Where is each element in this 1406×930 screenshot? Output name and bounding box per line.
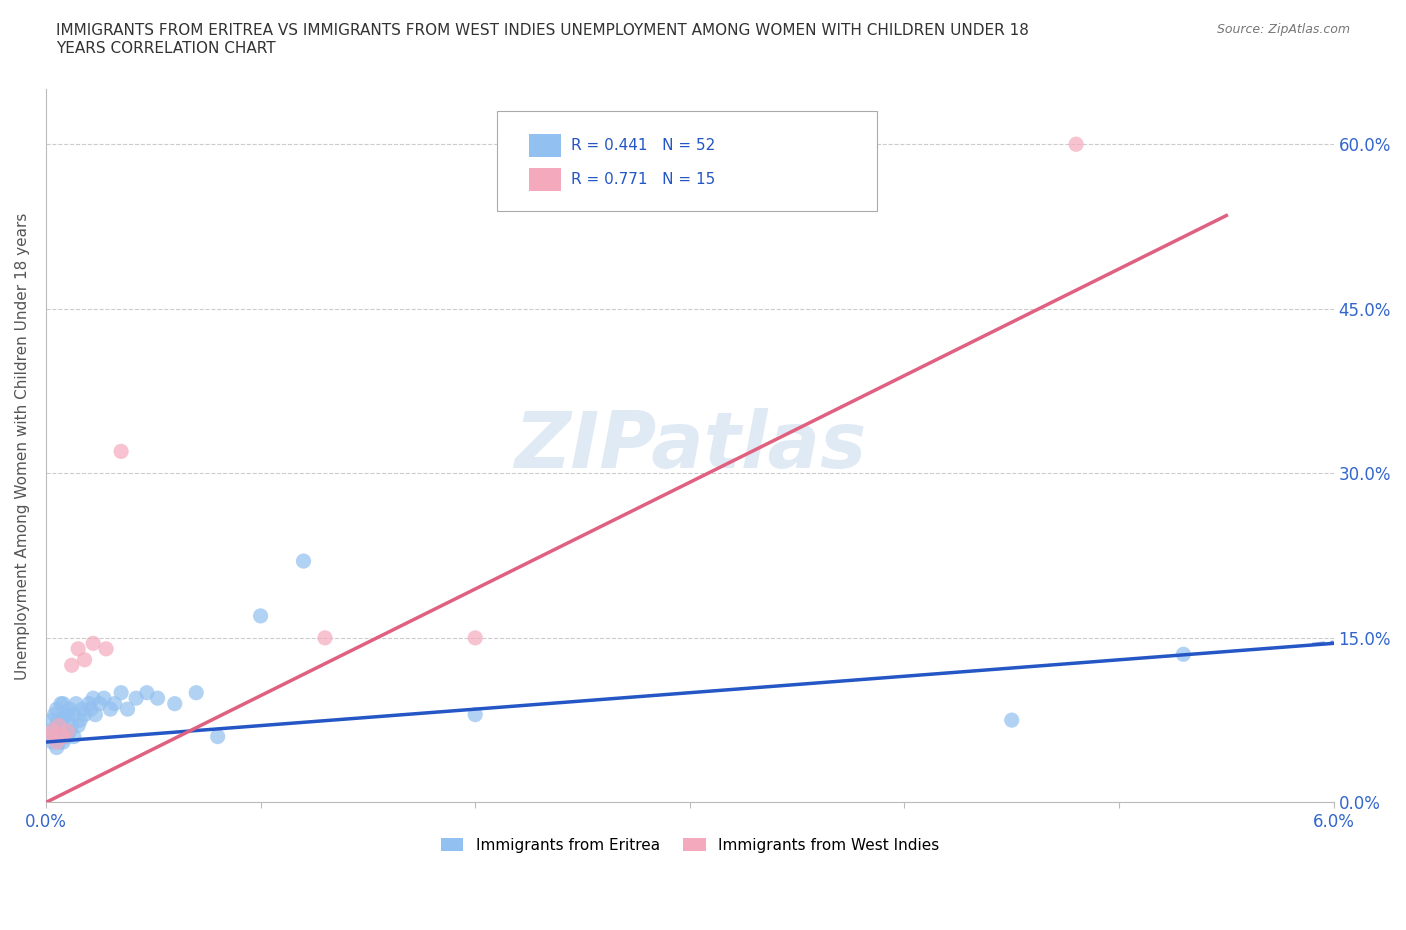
- Text: IMMIGRANTS FROM ERITREA VS IMMIGRANTS FROM WEST INDIES UNEMPLOYMENT AMONG WOMEN : IMMIGRANTS FROM ERITREA VS IMMIGRANTS FR…: [56, 23, 1029, 56]
- Point: [56, 729, 79, 744]
- Text: R = 0.771   N = 15: R = 0.771 N = 15: [571, 172, 716, 187]
- Point: [52, 697, 75, 711]
- Point: [41, 712, 63, 727]
- Point: [89, 697, 111, 711]
- Text: Source: ZipAtlas.com: Source: ZipAtlas.com: [1216, 23, 1350, 36]
- Point: [117, 702, 139, 717]
- Point: [53, 724, 76, 738]
- Point: [58, 702, 80, 717]
- Text: ZIPatlas: ZIPatlas: [513, 408, 866, 484]
- Point: [146, 691, 169, 706]
- FancyBboxPatch shape: [529, 134, 561, 157]
- Point: [67, 718, 90, 733]
- Point: [125, 691, 148, 706]
- Point: [135, 685, 157, 700]
- Point: [72, 702, 94, 717]
- Point: [48, 735, 70, 750]
- Point: [45, 735, 67, 750]
- Point: [94, 642, 117, 657]
- Point: [110, 685, 132, 700]
- Point: [314, 631, 336, 645]
- Point: [37, 729, 59, 744]
- Point: [58, 724, 80, 738]
- Point: [45, 740, 67, 755]
- Point: [104, 697, 127, 711]
- Point: [1173, 647, 1195, 662]
- Point: [48, 712, 70, 727]
- Point: [52, 735, 75, 750]
- Point: [48, 718, 70, 733]
- Point: [39, 729, 62, 744]
- Point: [52, 729, 75, 744]
- Point: [82, 691, 104, 706]
- Point: [464, 631, 486, 645]
- Point: [39, 724, 62, 738]
- Point: [49, 729, 72, 744]
- Point: [249, 608, 271, 623]
- Point: [45, 702, 67, 717]
- Point: [84, 707, 107, 722]
- Point: [77, 697, 100, 711]
- Point: [44, 729, 66, 744]
- Point: [41, 724, 63, 738]
- Point: [52, 712, 75, 727]
- Point: [49, 718, 72, 733]
- Point: [63, 729, 86, 744]
- Point: [69, 712, 91, 727]
- Legend: Immigrants from Eritrea, Immigrants from West Indies: Immigrants from Eritrea, Immigrants from…: [434, 831, 945, 859]
- Point: [56, 707, 79, 722]
- Point: [98, 702, 121, 717]
- Y-axis label: Unemployment Among Women with Children Under 18 years: Unemployment Among Women with Children U…: [15, 212, 30, 680]
- Point: [163, 697, 186, 711]
- Point: [49, 697, 72, 711]
- Point: [45, 718, 67, 733]
- FancyBboxPatch shape: [496, 111, 876, 210]
- Point: [65, 697, 87, 711]
- Point: [186, 685, 208, 700]
- FancyBboxPatch shape: [529, 167, 561, 191]
- Point: [1064, 137, 1087, 152]
- Point: [82, 636, 104, 651]
- Text: R = 0.441   N = 52: R = 0.441 N = 52: [571, 139, 716, 153]
- Point: [67, 642, 90, 657]
- Point: [1001, 712, 1024, 727]
- Point: [56, 724, 79, 738]
- Point: [93, 691, 115, 706]
- Point: [80, 702, 103, 717]
- Point: [60, 718, 83, 733]
- Point: [44, 707, 66, 722]
- Point: [60, 658, 83, 672]
- Point: [53, 707, 76, 722]
- Point: [292, 553, 315, 568]
- Point: [73, 707, 96, 722]
- Point: [73, 652, 96, 667]
- Point: [41, 735, 63, 750]
- Point: [207, 729, 229, 744]
- Point: [63, 707, 86, 722]
- Point: [464, 707, 486, 722]
- Point: [110, 444, 132, 458]
